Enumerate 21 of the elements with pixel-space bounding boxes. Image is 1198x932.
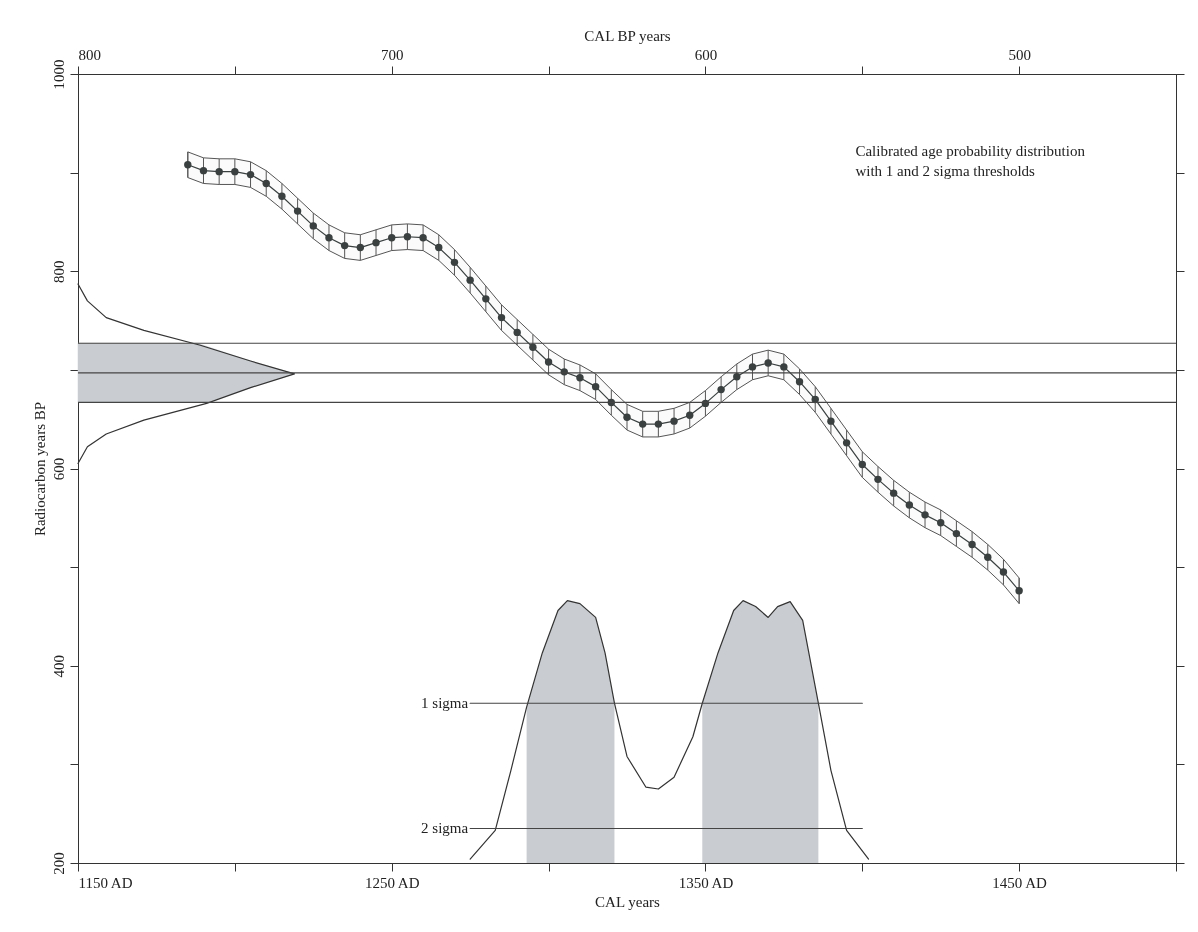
- x-tick-label: 1450 AD: [992, 874, 1048, 891]
- y-tick-label: 800: [50, 260, 67, 283]
- x-tick-label: 1350 AD: [678, 874, 734, 891]
- series-label: 1 sigma: [421, 695, 469, 712]
- x-tick-label: 1250 AD: [364, 874, 420, 891]
- x-tick-label: 1150 AD: [78, 874, 133, 891]
- y-axis-title: Radiocarbon years BP: [31, 401, 48, 537]
- x2-tick-label: 800: [78, 46, 101, 63]
- line-series: [469, 600, 870, 860]
- x2-tick-label: 500: [1008, 46, 1031, 63]
- x2-tick-label: 700: [380, 46, 404, 63]
- x2-axis-title: CAL BP years: [584, 27, 671, 44]
- line-series: [77, 283, 296, 465]
- x-axis-title: CAL years: [595, 893, 661, 910]
- y-tick-label: 200: [50, 852, 67, 875]
- y-tick-label: 600: [50, 457, 67, 481]
- x2-tick-label: 600: [694, 46, 718, 63]
- annotation: Calibrated age probability distribution with 1 and 2 sigma thresholds: [855, 143, 1086, 179]
- y-tick-label: 1000: [50, 59, 67, 90]
- y-tick-label: 400: [50, 655, 67, 678]
- series-label: 2 sigma: [421, 820, 469, 837]
